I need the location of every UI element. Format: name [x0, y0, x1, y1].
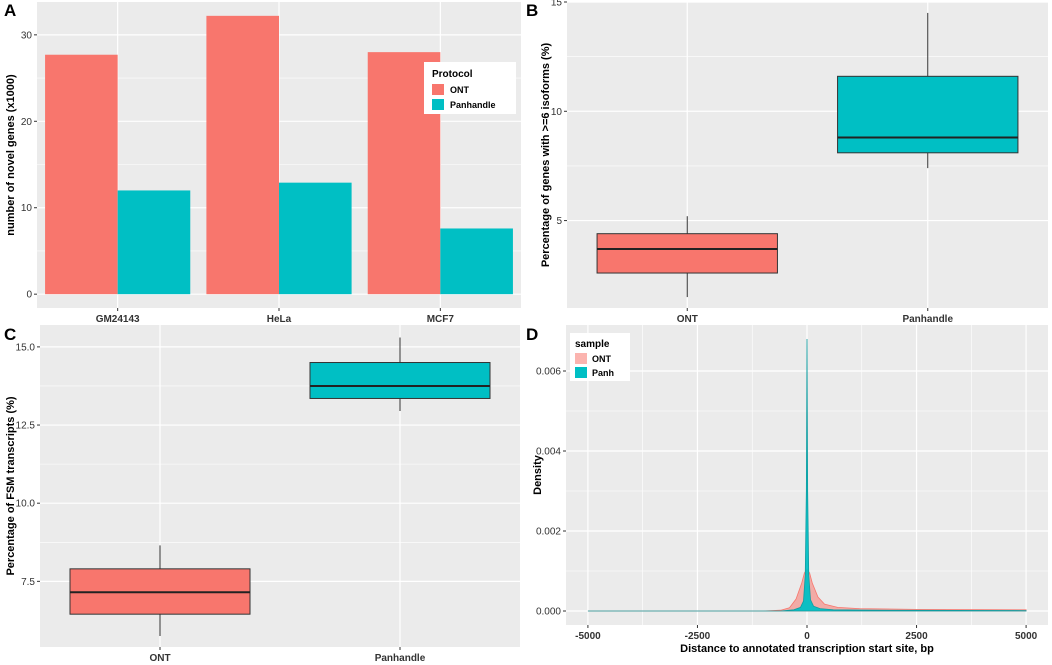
panel-c-x-tick-label: Panhandle	[375, 653, 426, 664]
panel-b-x-tick-label: ONT	[677, 314, 698, 325]
bar-hela-ont	[206, 15, 279, 295]
panel-a-legend-key-ont	[432, 84, 444, 95]
bar-gm24143-ont	[45, 54, 118, 295]
density-area-panh	[587, 338, 1027, 612]
panel-c-y-tick-label: 12.5	[16, 421, 36, 432]
panel-c-letter: C	[4, 325, 16, 344]
panel-d-legend-key-ont	[575, 353, 587, 364]
panel-d-x-tick-label: 0	[804, 631, 810, 642]
panel-d-y-tick-label: 0.002	[536, 527, 561, 538]
panel-c-y-tick-label: 7.5	[21, 577, 35, 588]
panel-a-y-tick-label: 30	[21, 30, 33, 41]
panel-d-legend-label-ont: ONT	[592, 354, 612, 364]
panel-a-x-tick-label: GM24143	[96, 314, 140, 325]
panel-d-x-tick-label: -2500	[685, 631, 711, 642]
bar-mcf7-panhandle	[440, 228, 513, 295]
panel-d-y-tick-label: 0.000	[536, 607, 561, 618]
bar-gm24143-panhandle	[117, 190, 191, 295]
panel-c-x-tick-label: ONT	[149, 653, 170, 664]
panel-d-y-tick-label: 0.006	[536, 367, 561, 378]
panel-d-x-tick-label: 2500	[905, 631, 928, 642]
panel-a-y-tick-label: 10	[21, 203, 33, 214]
panel-d-legend-key-panh	[575, 367, 587, 378]
panel-c-y-tick-label: 10.0	[16, 499, 36, 510]
panel-d-legend-title: sample	[575, 339, 610, 350]
panel-c-box-panhandle	[309, 362, 491, 399]
panel-d-y-axis-label: Density	[532, 454, 544, 495]
panel-b-y-axis-label: Percentage of genes with >=6 isoforms (%…	[540, 42, 552, 267]
panel-a-y-tick-label: 20	[21, 117, 33, 128]
panel-b-y-tick-label: 10	[551, 107, 563, 118]
panel-c: C 7.5 10.0 12.5 15.0 ONT Panhandle Percentag…	[4, 325, 520, 664]
panel-b-box-ont	[596, 233, 778, 274]
panel-a-x-tick-label: MCF7	[427, 314, 455, 325]
panel-a-letter: A	[4, 1, 16, 20]
panel-b-box-panhandle	[837, 75, 1019, 154]
panel-c-y-tick-label: 15.0	[16, 342, 36, 353]
panel-a: A 0 10 20 30 GM24143 HeLa MCF7 number of nove…	[4, 1, 521, 325]
panel-b-y-tick-label: 5	[556, 216, 562, 227]
bar-hela-panhandle	[279, 182, 352, 295]
panel-c-y-axis-label: Percentage of FSM transcripts (%)	[5, 396, 17, 575]
panel-a-y-axis-label: number of novel genes (x1000)	[5, 74, 17, 236]
panel-a-legend-label-ont: ONT	[450, 85, 470, 95]
panel-a-y-tick-label: 0	[26, 290, 32, 301]
panel-d-y-tick-label: 0.004	[536, 447, 561, 458]
panel-b-x-tick-label: Panhandle	[902, 314, 953, 325]
panel-d-letter: D	[526, 325, 538, 344]
panel-b: B 5 10 15 ONT Panhandle Percentage of genes…	[526, 0, 1048, 325]
panel-d-x-tick-label: 5000	[1015, 631, 1038, 642]
panel-d: D 0.000 0.002 0.004 0.006 -5000 -2500 0 2500 50…	[526, 325, 1048, 655]
panel-a-legend-title: Protocol	[432, 69, 473, 80]
panel-d-x-axis-label: Distance to annotated transcription star…	[680, 643, 934, 655]
panel-a-legend: Protocol ONT Panhandle	[424, 62, 516, 114]
panel-d-legend-label-panh: Panh	[592, 368, 614, 378]
panel-a-legend-label-panhandle: Panhandle	[450, 100, 496, 110]
panel-b-letter: B	[526, 1, 538, 20]
panel-d-legend: sample ONT Panh	[570, 333, 630, 381]
panel-a-x-tick-label: HeLa	[267, 314, 292, 325]
panel-d-x-tick-label: -5000	[575, 631, 601, 642]
panel-b-y-tick-label: 15	[551, 0, 563, 9]
panel-a-legend-key-panhandle	[432, 99, 444, 110]
